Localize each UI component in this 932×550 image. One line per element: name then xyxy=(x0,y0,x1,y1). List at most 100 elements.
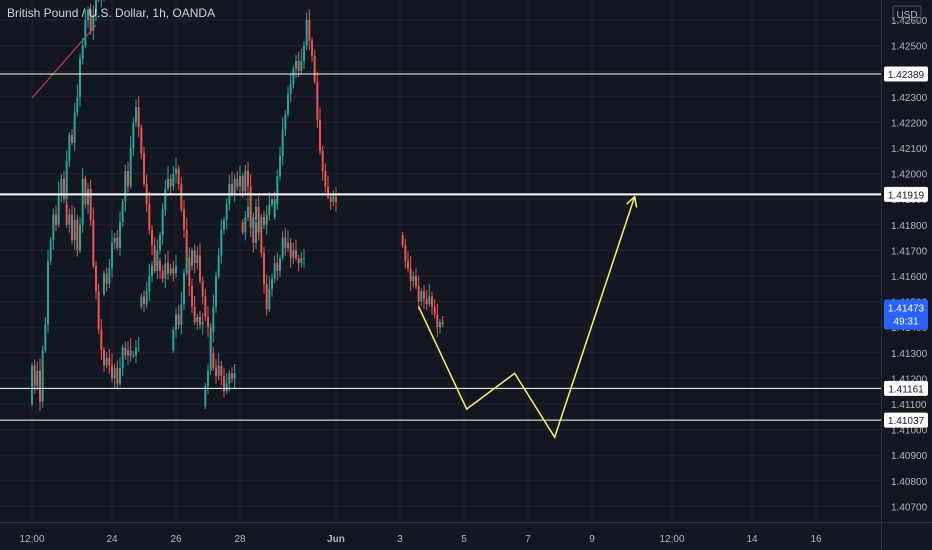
y-tick-label: 1.41100 xyxy=(891,400,927,411)
candle-body xyxy=(199,316,201,325)
candle-body xyxy=(57,194,60,225)
candle-body xyxy=(188,258,191,266)
candle-body xyxy=(415,276,417,287)
candle-body xyxy=(247,171,249,187)
currency-label: USD xyxy=(896,10,917,21)
candle-body xyxy=(295,250,297,259)
candle-body xyxy=(311,40,313,56)
candle-body xyxy=(132,122,135,148)
candle-body xyxy=(231,183,233,195)
candle-body xyxy=(140,296,143,307)
candle-body xyxy=(52,214,55,241)
level-price-label-bg xyxy=(884,412,928,428)
candle-body xyxy=(199,255,201,282)
candle-body xyxy=(41,350,44,402)
candle-body xyxy=(105,273,108,284)
candle-body xyxy=(148,276,151,292)
candle-body xyxy=(119,222,121,248)
candle-body xyxy=(145,291,148,305)
candle-body xyxy=(316,81,319,120)
candle-body xyxy=(84,20,87,46)
candle-body xyxy=(271,278,273,289)
current-price-badge xyxy=(884,299,928,330)
candle-body xyxy=(273,201,276,218)
candle-body xyxy=(215,276,217,307)
x-tick-label: 9 xyxy=(589,534,595,545)
level-price-label-bg xyxy=(884,380,928,396)
candle-body xyxy=(121,347,124,369)
candle-body xyxy=(108,268,111,284)
candle-body xyxy=(196,316,199,323)
candle-body xyxy=(172,173,175,187)
candle-body xyxy=(185,229,188,261)
candle-body xyxy=(297,60,300,72)
x-tick-label: 26 xyxy=(170,534,182,545)
y-tick-label: 1.42500 xyxy=(891,42,928,53)
y-tick-label: 1.41700 xyxy=(891,246,928,257)
candle-countdown: 49:31 xyxy=(893,317,918,328)
candle-body xyxy=(300,258,303,264)
candle-body xyxy=(263,217,265,225)
candle-body xyxy=(113,237,116,243)
candle-body xyxy=(276,176,279,202)
candle-body xyxy=(63,178,65,200)
candle-body xyxy=(156,250,159,271)
candle-body xyxy=(321,150,324,172)
candle-body xyxy=(127,350,129,356)
candle-body xyxy=(204,296,207,317)
candle-body xyxy=(212,352,215,369)
candle-body xyxy=(129,148,132,187)
candle-body xyxy=(263,252,265,284)
candle-body xyxy=(196,255,199,264)
candle-body xyxy=(95,0,97,15)
y-tick-label: 1.41200 xyxy=(891,374,928,385)
candle-body xyxy=(132,355,135,357)
candle-body xyxy=(135,347,137,356)
candle-body xyxy=(159,235,161,251)
currency-badge[interactable] xyxy=(892,5,922,23)
candle-body xyxy=(159,260,161,271)
candle-body xyxy=(260,217,263,233)
candle-body xyxy=(127,171,129,187)
candle-body xyxy=(119,368,121,384)
candle-body xyxy=(420,291,423,302)
candle-body xyxy=(164,263,167,279)
candle-body xyxy=(244,171,247,192)
candle-body xyxy=(161,270,164,279)
candle-body xyxy=(103,350,105,366)
x-tick-label: 28 xyxy=(234,534,246,545)
candle-body xyxy=(143,153,145,184)
candle-body xyxy=(220,229,223,256)
candle-body xyxy=(97,291,100,330)
projection-arrowhead xyxy=(626,195,638,208)
x-tick-label: 16 xyxy=(810,534,822,545)
candle-body xyxy=(161,209,164,236)
candle-body xyxy=(105,357,108,366)
candle-body xyxy=(79,224,81,251)
candle-body xyxy=(169,178,172,187)
candle-body xyxy=(135,107,137,123)
candle-body xyxy=(111,365,113,379)
candle-body xyxy=(79,58,81,97)
level-price-label: 1.41037 xyxy=(888,416,925,427)
candle-body xyxy=(33,365,36,387)
candle-body xyxy=(111,242,113,269)
candle-body xyxy=(295,60,297,69)
candle-body xyxy=(124,347,127,356)
candle-body xyxy=(191,286,193,307)
candle-body xyxy=(303,258,305,260)
candle-body xyxy=(271,199,273,205)
candle-body xyxy=(204,386,207,407)
candle-body xyxy=(305,20,308,46)
candle-body xyxy=(423,291,425,300)
candle-body xyxy=(183,209,185,230)
candle-body xyxy=(191,250,193,266)
projection-path[interactable] xyxy=(417,196,636,440)
candle-body xyxy=(193,250,196,264)
candle-body xyxy=(36,370,39,387)
candle-body xyxy=(81,178,84,225)
candle-body xyxy=(223,219,225,230)
candle-body xyxy=(175,168,177,174)
